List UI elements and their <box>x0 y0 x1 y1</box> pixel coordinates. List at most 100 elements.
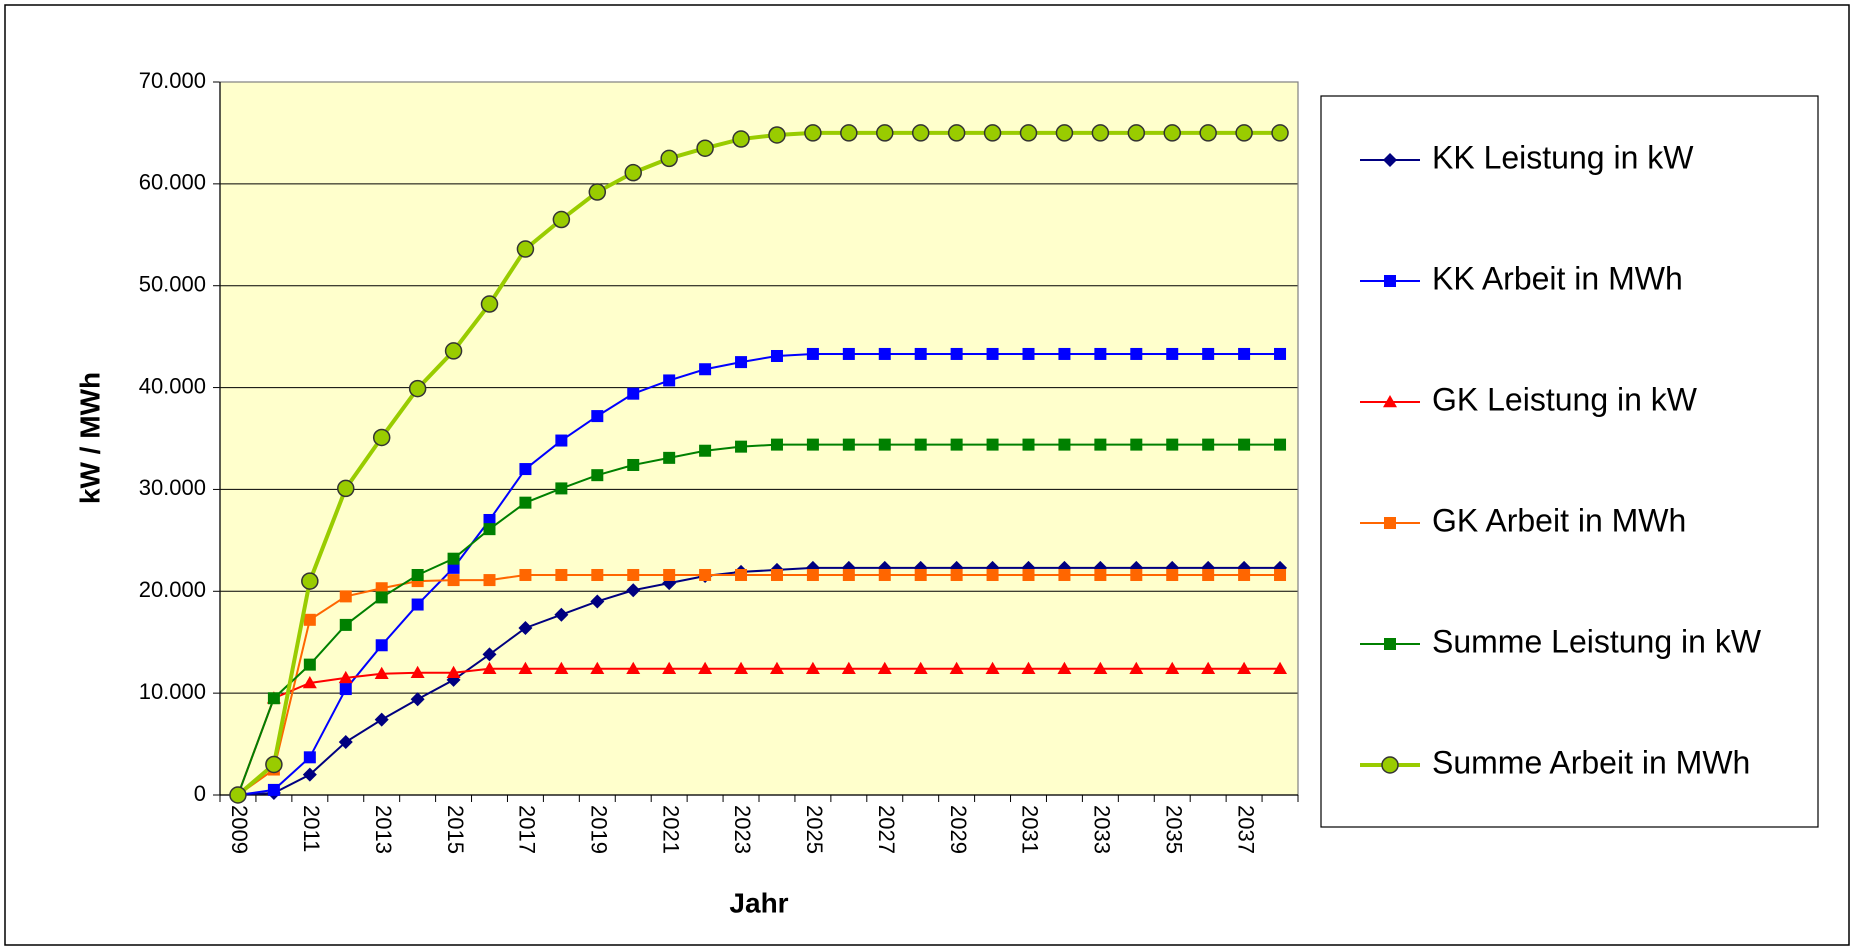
data-point <box>842 568 855 581</box>
series <box>231 347 1287 801</box>
plot-area <box>220 82 1298 795</box>
data-point <box>805 661 820 674</box>
data-point <box>663 374 676 387</box>
data-point <box>1022 347 1035 360</box>
data-point <box>878 438 891 451</box>
x-tick-label: 2033 <box>1090 805 1115 854</box>
data-point <box>983 124 1002 142</box>
x-tick-label: 2011 <box>299 805 324 852</box>
data-point <box>1057 661 1072 674</box>
data-point <box>302 767 317 782</box>
data-point <box>1129 661 1144 674</box>
data-point <box>303 751 316 764</box>
data-point <box>1202 347 1215 360</box>
data-point <box>375 582 388 595</box>
data-point <box>1130 347 1143 360</box>
data-point <box>1094 347 1107 360</box>
data-point <box>1201 661 1216 674</box>
data-point <box>1202 568 1215 581</box>
data-point <box>372 428 391 447</box>
data-point <box>591 469 604 482</box>
data-point <box>339 683 352 696</box>
y-tick-label: 30.000 <box>139 475 206 500</box>
data-point <box>337 479 355 498</box>
data-point <box>482 647 497 662</box>
data-point <box>1021 661 1036 674</box>
data-point <box>301 572 319 590</box>
data-point <box>302 675 317 689</box>
data-point <box>1238 568 1251 581</box>
data-point <box>986 568 999 581</box>
data-point <box>1094 568 1107 581</box>
data-point <box>949 661 964 674</box>
data-point <box>696 139 714 157</box>
data-point <box>1274 347 1287 360</box>
data-point <box>411 568 424 581</box>
data-point <box>590 594 605 609</box>
data-point <box>483 523 496 536</box>
data-point <box>877 661 892 674</box>
data-point <box>267 783 280 796</box>
data-point <box>662 661 677 674</box>
data-point <box>590 661 605 674</box>
data-point <box>303 658 316 671</box>
data-point <box>518 620 533 635</box>
data-point <box>841 661 856 674</box>
data-point <box>1127 124 1146 142</box>
x-tick-label: 2009 <box>227 805 252 854</box>
x-axis-title: Jahr <box>729 887 788 918</box>
data-point <box>624 163 642 182</box>
data-point <box>770 568 783 581</box>
legend-swatch-marker <box>1381 756 1399 774</box>
data-point <box>408 379 427 398</box>
data-point <box>1022 568 1035 581</box>
data-point <box>732 130 750 148</box>
data-point <box>339 618 352 631</box>
data-point <box>735 356 748 369</box>
data-point <box>265 755 283 774</box>
data-point <box>986 347 999 360</box>
x-tick-label: 2017 <box>515 805 540 854</box>
y-tick-label: 60.000 <box>139 170 206 195</box>
data-point <box>840 124 858 142</box>
data-point <box>1237 661 1252 674</box>
data-point <box>769 661 784 674</box>
data-point <box>480 295 499 313</box>
y-tick-label: 20.000 <box>139 577 206 602</box>
data-point <box>1165 661 1180 674</box>
data-point <box>806 347 819 360</box>
legend-label: Summe Leistung in kW <box>1432 623 1762 659</box>
data-point <box>519 463 532 476</box>
data-point <box>229 786 247 804</box>
data-point <box>1166 438 1179 451</box>
data-point <box>338 670 353 684</box>
data-point <box>914 438 927 451</box>
legend-swatch-marker <box>1384 275 1396 287</box>
x-tick-label: 2025 <box>802 805 827 854</box>
data-point <box>950 347 963 360</box>
data-point <box>410 665 425 679</box>
data-point <box>375 639 388 652</box>
series <box>231 438 1287 801</box>
series <box>229 124 1289 804</box>
series <box>231 568 1287 801</box>
x-tick-label: 2035 <box>1161 805 1186 854</box>
x-tick-label: 2027 <box>874 805 899 854</box>
data-point <box>555 482 568 495</box>
data-point <box>1130 438 1143 451</box>
data-point <box>878 568 891 581</box>
data-point <box>1199 124 1217 142</box>
data-point <box>699 444 712 457</box>
data-point <box>735 568 748 581</box>
data-point <box>627 387 640 400</box>
data-point <box>1163 124 1181 142</box>
data-point <box>1166 347 1179 360</box>
data-point <box>626 661 641 674</box>
y-tick-label: 70.000 <box>139 68 206 93</box>
data-point <box>338 735 353 750</box>
legend-swatch-marker <box>1383 395 1397 408</box>
data-point <box>734 661 749 674</box>
data-point <box>519 496 532 509</box>
x-tick-label: 2021 <box>658 805 683 854</box>
data-point <box>806 568 819 581</box>
